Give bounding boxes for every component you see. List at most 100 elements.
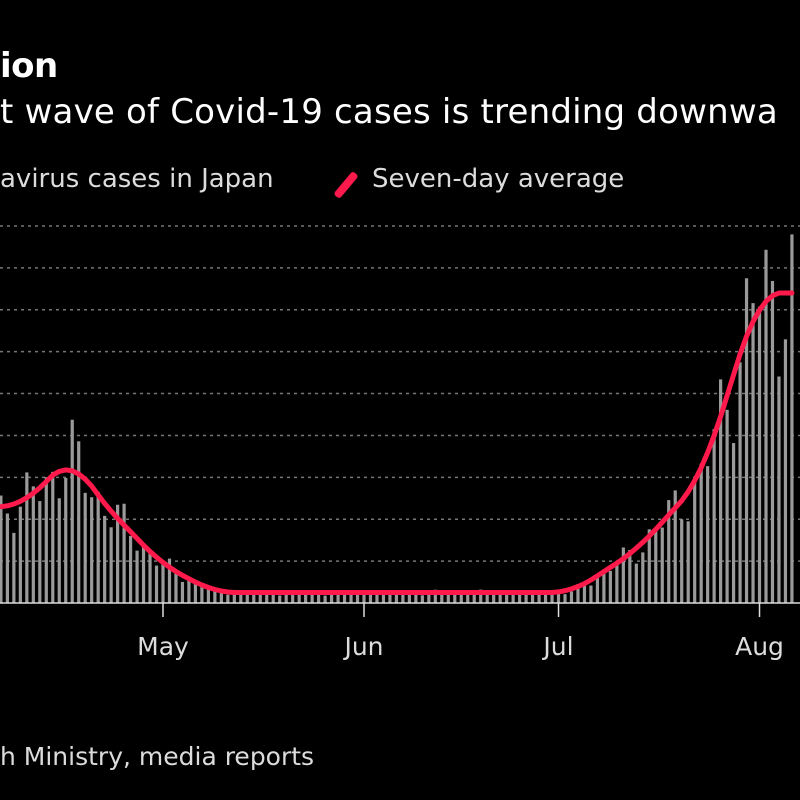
bar bbox=[317, 592, 321, 603]
bar bbox=[388, 590, 392, 603]
bar bbox=[141, 543, 146, 603]
chart-plot: May Jun Jul Aug bbox=[0, 225, 800, 661]
bar bbox=[498, 593, 502, 603]
bar bbox=[615, 563, 619, 603]
bar bbox=[401, 592, 405, 603]
bar bbox=[232, 594, 236, 603]
bar bbox=[608, 570, 612, 603]
bar bbox=[505, 591, 509, 603]
bar bbox=[245, 592, 249, 603]
bar bbox=[420, 595, 424, 603]
bar bbox=[5, 513, 9, 603]
x-tick-label: Jun bbox=[342, 632, 383, 661]
bar bbox=[530, 590, 535, 603]
bar bbox=[258, 591, 262, 603]
bar bbox=[660, 527, 664, 603]
bar bbox=[355, 591, 360, 603]
bar bbox=[187, 580, 191, 603]
bar bbox=[770, 280, 775, 603]
bar bbox=[310, 590, 314, 603]
bar bbox=[90, 497, 94, 603]
bar bbox=[342, 591, 347, 603]
bar bbox=[284, 592, 288, 603]
bar bbox=[77, 441, 81, 603]
bar bbox=[738, 362, 742, 603]
bar bbox=[641, 552, 645, 603]
bar bbox=[479, 589, 483, 603]
bar bbox=[725, 409, 729, 603]
x-tick-label: Aug bbox=[735, 632, 784, 661]
bar bbox=[12, 532, 16, 603]
bar bbox=[427, 591, 431, 603]
bar bbox=[550, 592, 554, 603]
bar bbox=[576, 584, 580, 603]
bar bbox=[323, 595, 327, 603]
bar bbox=[304, 592, 308, 603]
bar bbox=[459, 592, 463, 603]
bar bbox=[628, 550, 632, 603]
bar bbox=[103, 515, 107, 603]
bar bbox=[511, 594, 515, 603]
bar bbox=[362, 591, 366, 603]
bar bbox=[790, 234, 794, 603]
bar bbox=[680, 519, 684, 603]
bar bbox=[453, 591, 457, 603]
bar bbox=[0, 495, 3, 603]
bar-series bbox=[0, 234, 794, 603]
bar bbox=[38, 501, 42, 603]
bar bbox=[154, 565, 159, 603]
bar bbox=[783, 339, 788, 603]
bar bbox=[621, 547, 625, 603]
bar bbox=[109, 527, 113, 603]
bar bbox=[349, 593, 353, 603]
bar bbox=[433, 589, 437, 603]
bar bbox=[167, 558, 172, 603]
bar bbox=[602, 569, 606, 603]
x-tick-label: Jul bbox=[541, 632, 573, 661]
bar bbox=[148, 551, 152, 603]
bar bbox=[699, 463, 703, 603]
bar bbox=[375, 594, 379, 603]
bar bbox=[252, 593, 256, 603]
bar bbox=[634, 563, 638, 603]
bar bbox=[83, 492, 87, 603]
legend-line-swatch bbox=[333, 170, 359, 200]
bar bbox=[336, 590, 340, 603]
bar bbox=[582, 584, 587, 603]
bar bbox=[394, 593, 399, 603]
bar bbox=[70, 419, 74, 603]
bar bbox=[381, 590, 386, 603]
bar bbox=[64, 478, 68, 603]
bar bbox=[647, 529, 651, 603]
bar bbox=[206, 589, 210, 603]
bar bbox=[122, 503, 126, 603]
bar bbox=[278, 595, 282, 603]
bar bbox=[777, 376, 781, 603]
bar bbox=[524, 590, 528, 603]
bar bbox=[518, 593, 522, 603]
bar bbox=[219, 590, 223, 603]
bar bbox=[57, 498, 61, 603]
bar bbox=[466, 595, 470, 603]
bar bbox=[51, 471, 55, 603]
bar bbox=[135, 550, 139, 603]
bar bbox=[271, 593, 275, 603]
bar bbox=[226, 594, 230, 603]
chart-subtitle: t wave of Covid-19 cases is trending dow… bbox=[0, 92, 778, 132]
bar bbox=[180, 581, 185, 603]
average-line bbox=[0, 290, 795, 595]
bar bbox=[731, 443, 736, 603]
bar bbox=[297, 592, 301, 603]
bar bbox=[543, 594, 548, 603]
bar bbox=[706, 466, 710, 603]
bar bbox=[174, 570, 178, 603]
bar bbox=[569, 591, 574, 603]
bar bbox=[712, 429, 716, 603]
legend-label-line: Seven-day average bbox=[372, 164, 625, 194]
bar bbox=[563, 594, 567, 603]
bar bbox=[744, 278, 749, 603]
bar bbox=[193, 580, 198, 603]
bar bbox=[686, 521, 690, 603]
bar bbox=[265, 590, 269, 603]
bar bbox=[446, 593, 450, 603]
